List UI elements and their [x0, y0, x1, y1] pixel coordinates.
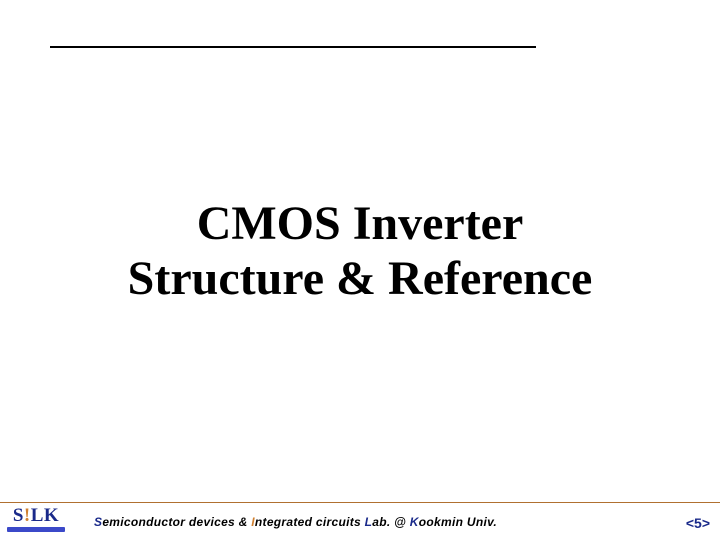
footer-divider — [0, 502, 720, 503]
title-line-1: CMOS Inverter — [0, 196, 720, 251]
footer: S!LK Semiconductor devices & Integrated … — [0, 502, 720, 540]
logo-text: S!LK — [13, 506, 59, 525]
lab-text-3: ab. @ — [372, 515, 410, 529]
lab-letter-k: K — [410, 515, 419, 529]
lab-text-1: emiconductor devices & — [102, 515, 251, 529]
slide-title: CMOS Inverter Structure & Reference — [0, 196, 720, 306]
logo-underline — [7, 527, 65, 532]
page-number: <5> — [686, 515, 710, 531]
silk-logo: S!LK — [4, 504, 68, 534]
logo-bang-icon: ! — [24, 505, 31, 526]
title-line-2: Structure & Reference — [0, 251, 720, 306]
logo-letters-lk: LK — [31, 505, 59, 526]
logo-letter-s: S — [13, 505, 24, 526]
top-divider — [50, 46, 536, 48]
lab-text-2: ntegrated circuits — [255, 515, 365, 529]
lab-text-4: ookmin Univ. — [419, 515, 497, 529]
lab-name: Semiconductor devices & Integrated circu… — [94, 515, 497, 529]
